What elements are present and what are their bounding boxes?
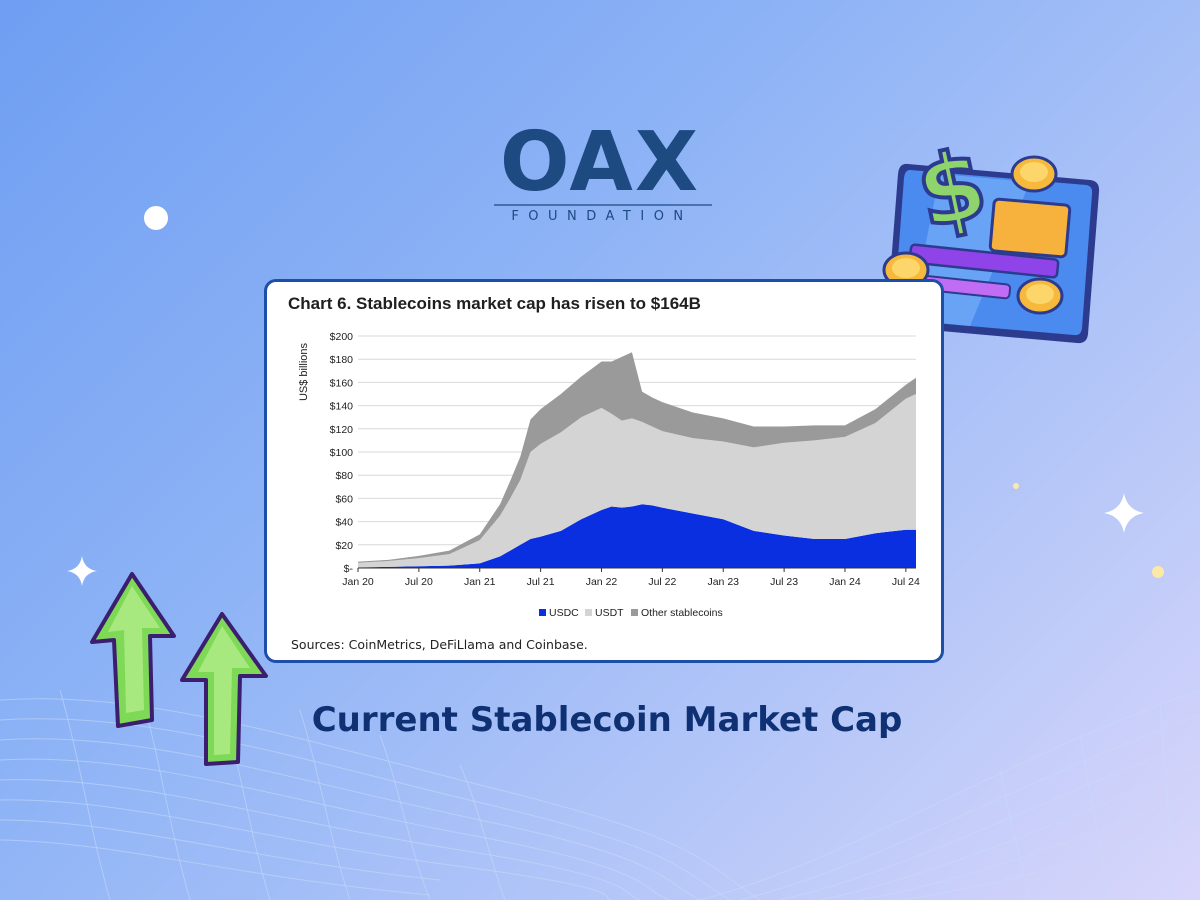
x-tick-label: Jul 21 bbox=[527, 576, 555, 588]
logo-subtitle: FOUNDATION bbox=[511, 209, 692, 224]
y-tick-label: $200 bbox=[330, 331, 354, 343]
legend-label-usdc: USDC bbox=[549, 607, 579, 619]
legend-label-other-stablecoins: Other stablecoins bbox=[641, 607, 723, 619]
x-tick-label: Jan 22 bbox=[586, 576, 618, 588]
stacked-areas bbox=[358, 352, 916, 568]
y-axis-label: US$ billions bbox=[298, 342, 310, 401]
y-tick-label: $20 bbox=[335, 540, 353, 552]
up-arrow-icon bbox=[90, 572, 176, 728]
chart-sources: Sources: CoinMetrics, DeFiLlama and Coin… bbox=[291, 637, 588, 652]
legend: USDC USDT Other stablecoins bbox=[539, 607, 723, 619]
logo-wordmark: OAX bbox=[500, 115, 700, 210]
legend-swatch-other-stablecoins bbox=[631, 609, 638, 616]
x-tick-label: Jul 22 bbox=[648, 576, 676, 588]
y-tick-label: $- bbox=[344, 563, 354, 575]
decor-dot bbox=[144, 206, 168, 230]
y-tick-label: $180 bbox=[330, 354, 354, 366]
y-tick-label: $160 bbox=[330, 377, 354, 389]
y-tick-label: $140 bbox=[330, 401, 354, 413]
coin-icon bbox=[1016, 277, 1064, 315]
y-tick-label: $120 bbox=[330, 424, 354, 436]
legend-label-usdt: USDT bbox=[595, 607, 624, 619]
x-tick-label: Jul 24 bbox=[892, 576, 920, 588]
y-tick-label: $80 bbox=[335, 470, 353, 482]
x-tick-label: Jan 20 bbox=[342, 576, 374, 588]
x-tick-label: Jan 24 bbox=[829, 576, 861, 588]
x-tick-label: Jan 21 bbox=[464, 576, 496, 588]
legend-swatch-usdt bbox=[585, 609, 592, 616]
area-other-stablecoins bbox=[358, 352, 916, 563]
mesh-wave-right bbox=[699, 689, 1200, 900]
decor-dot bbox=[1152, 566, 1164, 578]
coin-icon bbox=[1010, 155, 1058, 193]
x-tick-label: Jul 20 bbox=[405, 576, 433, 588]
axes: $- $20 $40 $60 $80 $100 $120 $140 $160 $180 $200 Ja… bbox=[330, 331, 920, 588]
chart-title: Chart 6. Stablecoins market cap has rise… bbox=[288, 294, 701, 313]
legend-swatch-usdc bbox=[539, 609, 546, 616]
sparkle-icon bbox=[1104, 493, 1144, 533]
up-arrows-sticker bbox=[90, 572, 268, 766]
up-arrow-icon bbox=[180, 612, 268, 766]
x-tick-label: Jan 23 bbox=[707, 576, 739, 588]
y-tick-label: $60 bbox=[335, 493, 353, 505]
stablecoin-chart: $- $20 $40 $60 $80 $100 $120 $140 $160 $180 $200 Ja… bbox=[298, 331, 920, 619]
y-tick-label: $40 bbox=[335, 517, 353, 529]
x-tick-label: Jul 23 bbox=[770, 576, 798, 588]
page-caption: Current Stablecoin Market Cap bbox=[311, 700, 903, 740]
sparkle-icon bbox=[67, 556, 97, 586]
y-tick-label: $100 bbox=[330, 447, 354, 459]
oax-foundation-logo: OAX FOUNDATION bbox=[488, 112, 718, 224]
decor-dot bbox=[1013, 483, 1019, 489]
area-usdc bbox=[358, 504, 916, 568]
area-usdt bbox=[358, 394, 916, 568]
